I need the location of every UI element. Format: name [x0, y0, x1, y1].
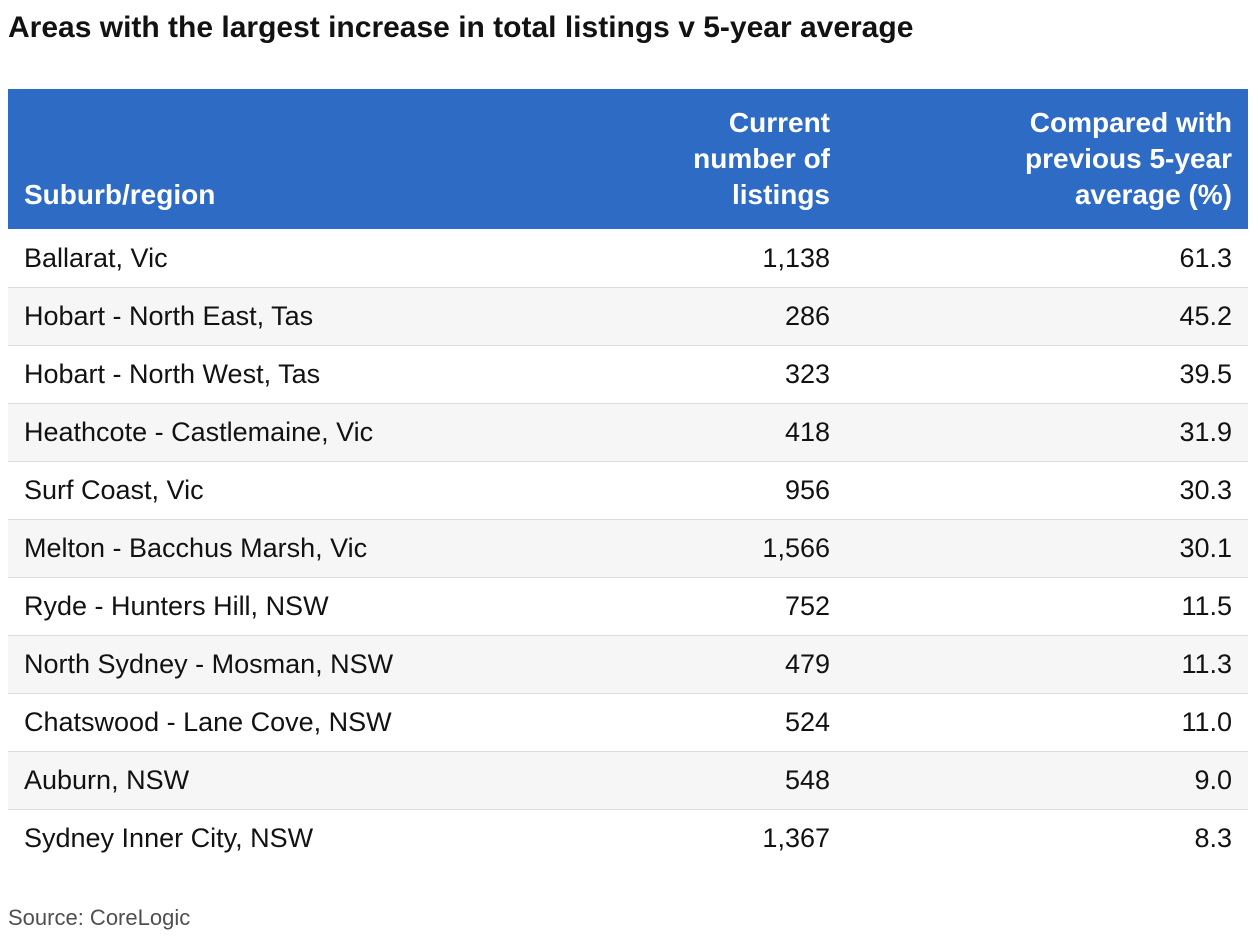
cell-listings: 479 — [784, 649, 830, 679]
cell-change: 30.3 — [1179, 475, 1232, 505]
table-row: North Sydney - Mosman, NSW 479 11.3 — [8, 635, 1248, 693]
cell-suburb: Melton - Bacchus Marsh, Vic — [24, 533, 368, 563]
cell-change: 11.5 — [1181, 591, 1232, 621]
cell-listings: 548 — [784, 765, 830, 795]
column-header-label: Current number of listings — [693, 107, 830, 210]
table-row: Ballarat, Vic 1,138 61.3 — [8, 229, 1248, 287]
cell-change: 31.9 — [1179, 417, 1232, 447]
cell-suburb: Chatswood - Lane Cove, NSW — [24, 707, 392, 737]
table-row: Hobart - North West, Tas 323 39.5 — [8, 345, 1248, 403]
cell-listings: 1,367 — [762, 823, 830, 854]
cell-listings: 1,566 — [762, 533, 830, 563]
source-note: Source: CoreLogic — [8, 905, 191, 930]
cell-listings: 323 — [784, 359, 830, 389]
cell-change: 45.2 — [1179, 301, 1232, 331]
table-row: Ryde - Hunters Hill, NSW 752 11.5 — [8, 577, 1248, 635]
cell-change: 8.3 — [1194, 823, 1232, 854]
table-body: Ballarat, Vic 1,138 61.3 Hobart - North Eas… — [8, 229, 1248, 867]
cell-change: 11.0 — [1181, 707, 1232, 737]
cell-listings: 956 — [784, 475, 830, 505]
cell-listings: 752 — [784, 591, 830, 621]
cell-suburb: Ryde - Hunters Hill, NSW — [24, 591, 329, 621]
cell-suburb: Surf Coast, Vic — [24, 475, 204, 505]
cell-change: 39.5 — [1179, 359, 1232, 389]
cell-change: 61.3 — [1179, 242, 1232, 273]
table-row: Auburn, NSW 548 9.0 — [8, 751, 1248, 809]
column-header-listings: Current number of listings — [608, 89, 846, 229]
listings-table: Suburb/region Current number of listings… — [8, 89, 1248, 867]
table-header: Suburb/region Current number of listings… — [8, 89, 1248, 229]
cell-listings: 1,138 — [762, 242, 830, 273]
cell-suburb: Hobart - North West, Tas — [24, 359, 321, 389]
cell-suburb: Heathcote - Castlemaine, Vic — [24, 417, 374, 447]
cell-listings: 418 — [784, 417, 830, 447]
table-row: Hobart - North East, Tas 286 45.2 — [8, 287, 1248, 345]
cell-listings: 524 — [784, 707, 830, 737]
table-row: Chatswood - Lane Cove, NSW 524 11.0 — [8, 693, 1248, 751]
cell-suburb: Sydney Inner City, NSW — [24, 823, 314, 854]
listings-table-container: Suburb/region Current number of listings… — [8, 89, 1248, 867]
chart-title: Areas with the largest increase in total… — [8, 11, 914, 44]
table-row: Melton - Bacchus Marsh, Vic 1,566 30.1 — [8, 519, 1248, 577]
column-header-suburb: Suburb/region — [8, 89, 608, 229]
column-header-label: Compared with previous 5-year average (%… — [1025, 107, 1232, 210]
cell-suburb: Ballarat, Vic — [24, 242, 168, 273]
column-header-label: Suburb/region — [24, 179, 216, 210]
cell-suburb: Hobart - North East, Tas — [24, 301, 314, 331]
cell-suburb: North Sydney - Mosman, NSW — [24, 649, 394, 679]
header-row: Suburb/region Current number of listings… — [8, 89, 1248, 229]
column-header-change: Compared with previous 5-year average (%… — [846, 89, 1248, 229]
table-row: Heathcote - Castlemaine, Vic 418 31.9 — [8, 403, 1248, 461]
cell-suburb: Auburn, NSW — [24, 765, 190, 795]
cell-change: 30.1 — [1179, 533, 1232, 563]
cell-change: 11.3 — [1181, 649, 1232, 679]
cell-listings: 286 — [784, 301, 830, 331]
cell-change: 9.0 — [1194, 765, 1232, 795]
table-row: Surf Coast, Vic 956 30.3 — [8, 461, 1248, 519]
table-row: Sydney Inner City, NSW 1,367 8.3 — [8, 809, 1248, 867]
